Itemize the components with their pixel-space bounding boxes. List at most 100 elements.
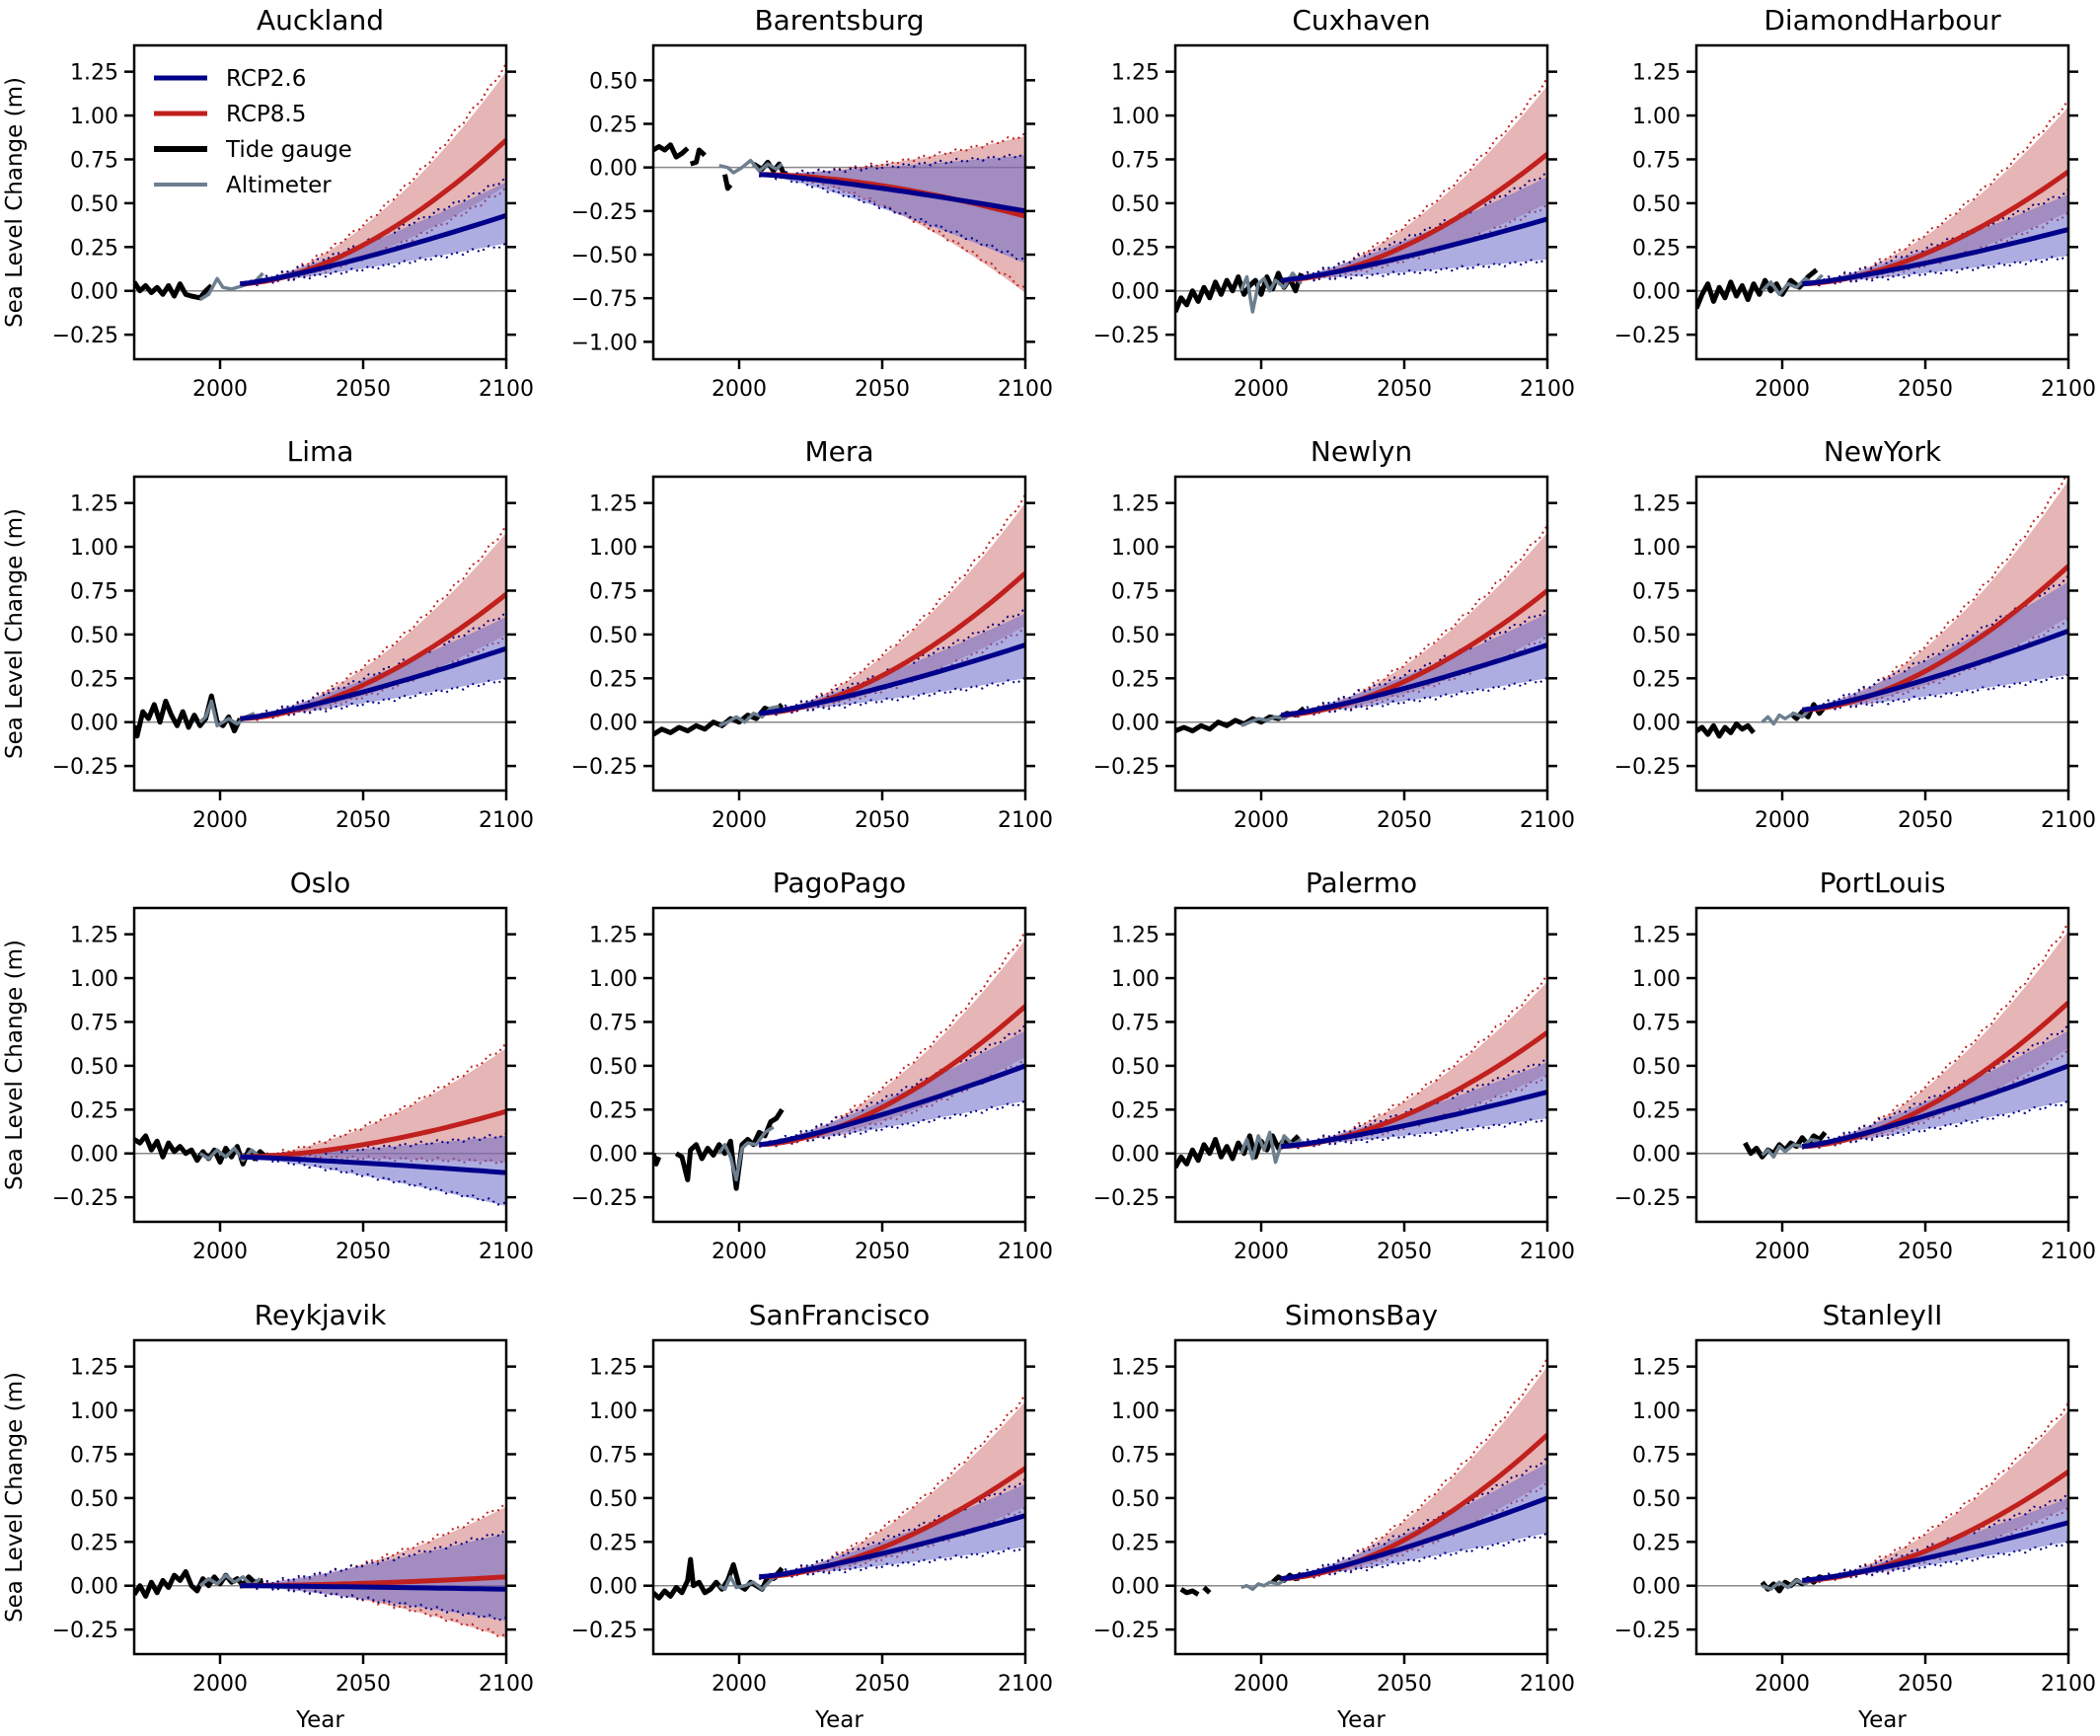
- panel-title: NewYork: [1824, 435, 1942, 468]
- x-tick-label: 2050: [1898, 1672, 1953, 1697]
- tide-gauge-line: [653, 702, 785, 737]
- rcp26-median-line: [1802, 1520, 2068, 1583]
- y-tick-label: 0.50: [589, 69, 638, 94]
- y-tick-label: 0.50: [1632, 1055, 1681, 1080]
- y-tick-label: 0.00: [1632, 280, 1681, 305]
- x-tick-label: 2000: [712, 377, 767, 402]
- rcp26-dotted-bound: [239, 1132, 506, 1161]
- y-tick-label: 0.50: [589, 1055, 638, 1080]
- rcp85-dotted-bound: [1801, 921, 2068, 1150]
- rcp26-median-line: [1801, 628, 2068, 713]
- x-axis-label: Year: [295, 1707, 344, 1733]
- rcp26-dotted-bound: [1280, 606, 1547, 718]
- x-tick-label: 2050: [1898, 1240, 1953, 1264]
- x-tick-label: 2050: [1377, 377, 1432, 402]
- plot-area: [134, 1500, 506, 1639]
- y-tick-label: 1.25: [1632, 1356, 1681, 1381]
- rcp26-dotted-bound: [758, 606, 1025, 717]
- x-tick-label: 2050: [855, 377, 910, 402]
- y-tick-label: 0.50: [70, 192, 118, 217]
- y-tick-label: 0.75: [589, 579, 638, 604]
- y-tick-label: 0.50: [70, 624, 118, 648]
- plot-area: [134, 523, 506, 739]
- rcp26-dotted-bound: [1280, 1456, 1547, 1582]
- x-tick-label: 2000: [192, 808, 248, 833]
- rcp26-likely-range-band: [240, 1533, 506, 1622]
- y-tick-label: 0.75: [589, 1443, 638, 1468]
- panel-title: Newlyn: [1311, 435, 1412, 468]
- altimeter-line: [717, 1571, 781, 1592]
- y-tick-label: 0.00: [589, 1143, 638, 1168]
- y-tick-label: 0.25: [589, 667, 638, 692]
- y-tick-label: 0.75: [70, 1011, 118, 1035]
- y-tick-label: 0.25: [1632, 667, 1681, 692]
- tide-gauge-line: [1202, 1585, 1212, 1595]
- y-tick-label: 0.25: [70, 667, 118, 692]
- y-axis-label: Sea Level Change (m): [2, 77, 28, 328]
- tide-gauge-line: [134, 693, 243, 739]
- x-tick-label: 2050: [336, 1672, 391, 1697]
- panel-title: Oslo: [290, 867, 351, 899]
- tide-gauge-line: [674, 1107, 785, 1191]
- y-tick-label: −0.25: [1614, 755, 1681, 780]
- rcp26-median-line: [240, 645, 506, 721]
- plot-area: [653, 131, 1025, 293]
- x-tick-label: 2000: [192, 1672, 248, 1697]
- plot-area: [134, 62, 506, 302]
- y-tick-label: −0.25: [1614, 1619, 1681, 1643]
- y-tick-label: 0.00: [1111, 1143, 1160, 1168]
- y-axis-label: Sea Level Change (m): [2, 508, 28, 759]
- rcp85-dotted-bound: [1280, 972, 1547, 1150]
- y-tick-label: 0.75: [70, 1443, 118, 1468]
- y-tick-label: 1.00: [70, 536, 118, 561]
- x-tick-label: 2050: [1898, 377, 1953, 402]
- x-tick-label: 2000: [1755, 1240, 1810, 1264]
- x-tick-label: 2000: [1755, 808, 1810, 833]
- rcp26-likely-range-band: [1802, 194, 2068, 284]
- rcp85-likely-range-band: [240, 1048, 506, 1163]
- rcp26-dotted-bound: [239, 610, 506, 722]
- y-tick-label: 0.00: [589, 157, 638, 182]
- rcp26-median-line: [240, 1583, 506, 1592]
- plot-frame: [651, 43, 1027, 361]
- y-tick-label: 1.25: [589, 924, 638, 948]
- y-tick-label: 1.00: [70, 105, 118, 129]
- rcp85-dotted-bound: [1801, 477, 2067, 713]
- y-tick-label: −0.25: [1093, 1186, 1160, 1211]
- x-tick-label: 2000: [1755, 1672, 1810, 1697]
- tide-gauge-line: [134, 280, 213, 301]
- rcp26-dotted-bound: [1801, 1023, 2068, 1150]
- panel-title: Cuxhaven: [1292, 4, 1430, 37]
- rcp26-likely-range-band: [1802, 1030, 2068, 1147]
- y-tick-label: 0.00: [1632, 712, 1681, 736]
- tide-gauge-line: [1788, 702, 1828, 721]
- y-tick-label: 1.25: [1632, 492, 1681, 517]
- rcp85-dotted-bound: [758, 930, 1025, 1148]
- x-axis-label: Year: [814, 1707, 863, 1733]
- x-tick-label: 2050: [855, 808, 910, 833]
- rcp26-dotted-bound: [1280, 1115, 1547, 1150]
- x-axis-label: Year: [1857, 1707, 1907, 1733]
- x-tick-label: 2050: [855, 1672, 910, 1697]
- tide-gauge-line: [1175, 270, 1304, 313]
- y-tick-label: 1.25: [1632, 61, 1681, 86]
- y-tick-label: 0.25: [1632, 1531, 1681, 1555]
- panel-simonsbay: −0.25 0.00 0.25 0.50 0.75 1.00 1.25 2000 2050 210…: [1093, 1299, 1575, 1733]
- rcp85-dotted-bound: [758, 493, 1025, 717]
- rcp26-median-line: [759, 172, 1025, 214]
- y-tick-label: −0.25: [1093, 324, 1160, 348]
- rcp26-median-line: [240, 1154, 506, 1175]
- y-tick-label: 0.25: [1111, 1098, 1160, 1123]
- panel-sanfrancisco: −0.25 0.00 0.25 0.50 0.75 1.00 1.25 2000 2050 210…: [571, 1299, 1053, 1733]
- legend-label: RCP8.5: [226, 102, 306, 127]
- y-tick-label: 0.25: [1111, 667, 1160, 692]
- y-tick-label: 0.00: [70, 1575, 118, 1600]
- plot-area: [653, 930, 1025, 1191]
- y-tick-label: 0.25: [70, 236, 118, 261]
- rcp26-dotted-bound: [758, 151, 1025, 178]
- rcp26-median-line: [1281, 216, 1547, 283]
- panel-title: Palermo: [1306, 867, 1417, 899]
- x-tick-label: 2000: [192, 1240, 248, 1264]
- x-tick-label: 2100: [1520, 808, 1575, 833]
- y-tick-label: −1.00: [571, 331, 638, 355]
